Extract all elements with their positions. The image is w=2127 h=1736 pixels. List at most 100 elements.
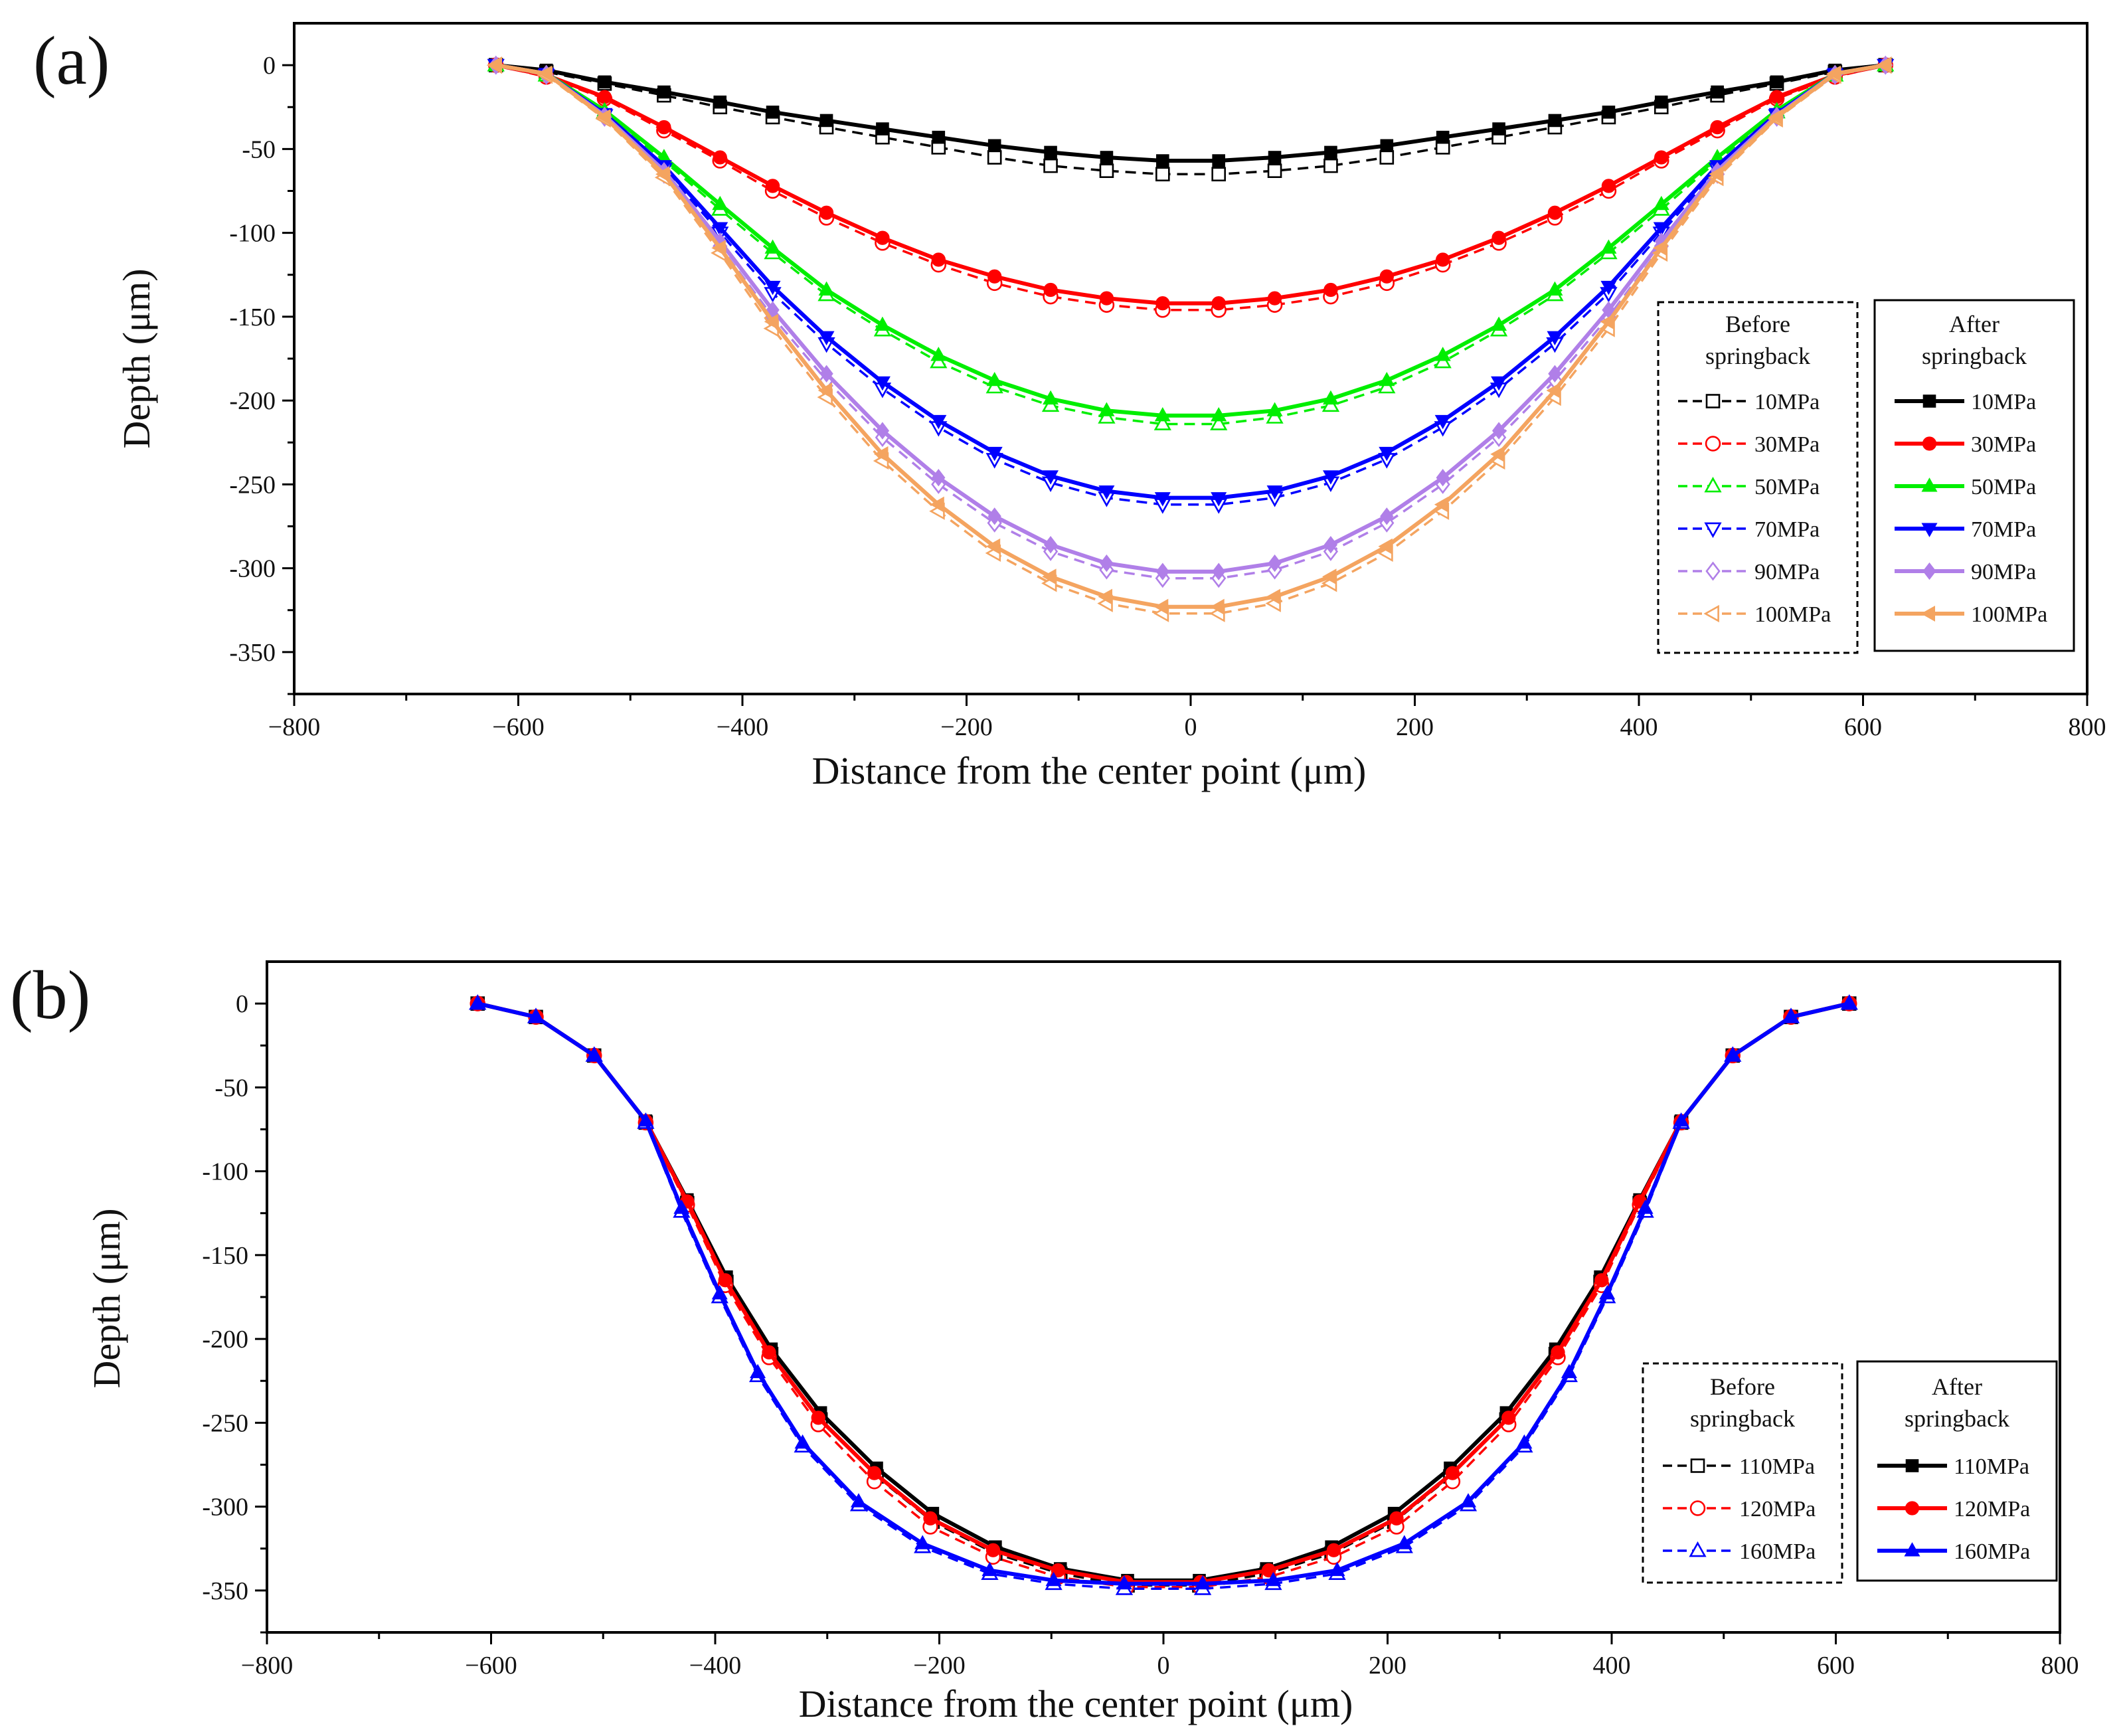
point-after-30MPa	[1654, 150, 1669, 165]
point-after-70MPa	[1547, 331, 1563, 346]
x-tick-label: −800	[268, 713, 320, 741]
x-tick-label: −600	[492, 713, 544, 741]
legend-after-box-a	[1873, 299, 2075, 652]
x-tick-label: 0	[1185, 713, 1197, 741]
legend-marker-50MPa	[1704, 476, 1722, 493]
point-after-100MPa	[1098, 588, 1112, 605]
point-after-160MPa	[1599, 1285, 1616, 1300]
legend-before-box-b	[1642, 1362, 1843, 1584]
point-after-70MPa	[1600, 280, 1617, 296]
legend-before-title-line1-b: Before	[1710, 1373, 1775, 1400]
series-layer-b	[469, 994, 1858, 1595]
y-tick-label: -200	[229, 387, 276, 415]
point-after-160MPa	[1841, 995, 1857, 1009]
point-after-10MPa	[1602, 106, 1616, 119]
point-after-50MPa	[1491, 316, 1507, 331]
x-tick-label: 600	[1817, 1652, 1855, 1680]
point-after-100MPa	[1266, 588, 1281, 605]
x-tick-label: −400	[689, 1652, 741, 1680]
point-after-100MPa	[1600, 313, 1614, 330]
point-after-90MPa	[1100, 554, 1114, 572]
point-after-50MPa	[1434, 347, 1451, 361]
point-after-100MPa	[1322, 568, 1337, 585]
legend-marker-50MPa	[1921, 477, 1938, 492]
point-after-120MPa	[811, 1411, 825, 1425]
legend-after-title-line1-b: After	[1932, 1373, 1982, 1400]
point-after-50MPa	[1379, 371, 1395, 387]
axes-b: −800 −600 −400 −200 0 200 400 600 800 0 -50 -100 -15…	[202, 990, 2079, 1680]
point-after-120MPa	[1051, 1563, 1066, 1578]
point-after-50MPa	[818, 281, 835, 296]
legend-label-90MPa: 90MPa	[1754, 560, 1820, 584]
point-after-30MPa	[765, 179, 780, 193]
point-before-10MPa	[987, 150, 1002, 165]
legend-label-100MPa: 100MPa	[1754, 602, 1831, 627]
point-after-30MPa	[875, 230, 890, 245]
legend-marker-160MPa	[1689, 1541, 1707, 1557]
point-after-70MPa	[1154, 492, 1171, 507]
point-after-30MPa	[1211, 296, 1226, 311]
point-after-10MPa	[1436, 130, 1450, 144]
legend-label-50MPa: 50MPa	[1971, 475, 2036, 499]
point-after-100MPa	[930, 496, 944, 513]
point-after-120MPa	[1551, 1345, 1565, 1359]
point-after-160MPa	[750, 1363, 766, 1379]
point-after-10MPa	[1044, 145, 1057, 159]
y-tick-label: -50	[214, 1074, 248, 1102]
legend-before-a: Before springback 10MPa 30MPa 50MPa 70MPa 90…	[1657, 301, 1859, 654]
point-after-30MPa	[1043, 282, 1058, 298]
series-70MPa	[487, 58, 1895, 514]
y-tick-label: -150	[229, 304, 276, 331]
point-after-30MPa	[1769, 90, 1784, 104]
point-after-160MPa	[914, 1535, 931, 1549]
legend-marker-90MPa	[1705, 561, 1721, 581]
point-after-30MPa	[1099, 291, 1114, 305]
line-before-30MPa	[495, 64, 1886, 311]
point-after-120MPa	[1389, 1511, 1404, 1525]
legend-marker-30MPa	[1922, 436, 1937, 451]
x-tick-label: 200	[1396, 713, 1434, 741]
line-after-50MPa	[495, 63, 1886, 418]
legend-before-title-line2-a: springback	[1705, 343, 1810, 369]
x-tick-label: 400	[1620, 713, 1658, 741]
point-after-100MPa	[655, 166, 670, 183]
point-after-160MPa	[638, 1112, 654, 1127]
point-after-10MPa	[1324, 145, 1337, 159]
legend-before-title-line1-a: Before	[1725, 311, 1790, 337]
point-after-70MPa	[764, 280, 781, 296]
legend-before-entries-a: 10MPa 30MPa 50MPa 70MPa 90MPa 100MPa	[1678, 390, 1831, 627]
point-after-50MPa	[1098, 402, 1115, 416]
line-after-10MPa	[495, 63, 1886, 163]
point-after-10MPa	[1548, 114, 1562, 128]
legend-label-30MPa: 30MPa	[1754, 432, 1820, 457]
legend-marker-70MPa	[1704, 522, 1722, 539]
point-after-10MPa	[657, 85, 671, 99]
point-after-100MPa	[1709, 166, 1723, 183]
legend-label-110MPa: 110MPa	[1739, 1454, 1815, 1479]
line-before-100MPa	[495, 64, 1886, 615]
point-after-160MPa	[1116, 1575, 1132, 1590]
series-layer-a	[486, 55, 1895, 622]
point-after-120MPa	[1445, 1466, 1460, 1480]
point-after-160MPa	[469, 995, 486, 1009]
x-tick-label: 400	[1593, 1652, 1631, 1680]
legend-after-a: After springback 10MPa 30MPa 50MPa 70MPa 90M…	[1873, 299, 2075, 652]
point-after-70MPa	[1098, 485, 1115, 500]
point-after-100MPa	[764, 313, 779, 330]
line-after-160MPa	[477, 1001, 1850, 1586]
point-after-30MPa	[1323, 282, 1338, 298]
legend-label-120MPa: 120MPa	[1739, 1497, 1816, 1521]
y-tick-label: -250	[202, 1409, 248, 1437]
legend-label-160MPa: 160MPa	[1954, 1539, 2030, 1564]
point-after-70MPa	[1653, 222, 1669, 236]
point-after-160MPa	[1396, 1535, 1412, 1549]
legend-label-10MPa: 10MPa	[1971, 390, 2036, 414]
point-after-90MPa	[1043, 536, 1058, 554]
point-after-90MPa	[1155, 563, 1169, 580]
point-after-10MPa	[1654, 95, 1668, 109]
y-tick-label: -50	[242, 135, 276, 163]
y-tick-label: 0	[263, 52, 276, 80]
legend-label-110MPa: 110MPa	[1954, 1454, 2029, 1479]
point-after-10MPa	[876, 122, 889, 135]
point-after-70MPa	[1491, 376, 1507, 391]
